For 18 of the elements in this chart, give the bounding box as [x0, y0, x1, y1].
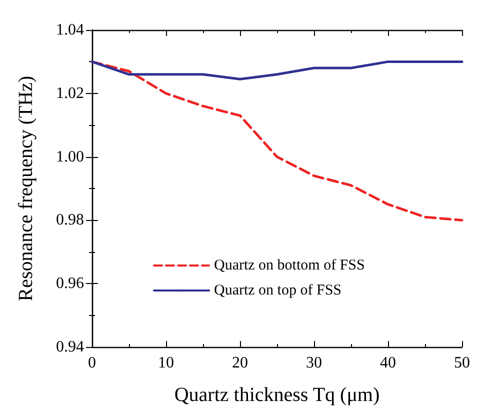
x-axis-title: Quartz thickness Tq (μm) [174, 384, 380, 406]
x-tick-label: 10 [158, 354, 174, 372]
legend-label: Quartz on bottom of FSS [214, 258, 365, 274]
x-tick-label: 0 [88, 354, 96, 372]
y-tick-label: 0.94 [56, 338, 84, 356]
line-series [90, 60, 464, 222]
x-tick-label: 20 [232, 354, 248, 372]
y-tick-label: 0.96 [56, 275, 84, 292]
y-axis-title: Resonance frequency (THz) [15, 76, 37, 302]
legend-label: Quartz on top of FSS [214, 282, 342, 298]
y-tick-label: 1.04 [56, 22, 84, 38]
x-tick-label: 50 [454, 354, 470, 372]
x-tick-label: 40 [380, 354, 396, 372]
line-series [90, 60, 464, 80]
y-tick-label: 1.00 [56, 148, 84, 166]
y-tick-label: 0.98 [56, 212, 84, 229]
y-tick-label: 1.02 [56, 84, 84, 102]
x-tick-label: 30 [306, 354, 322, 372]
